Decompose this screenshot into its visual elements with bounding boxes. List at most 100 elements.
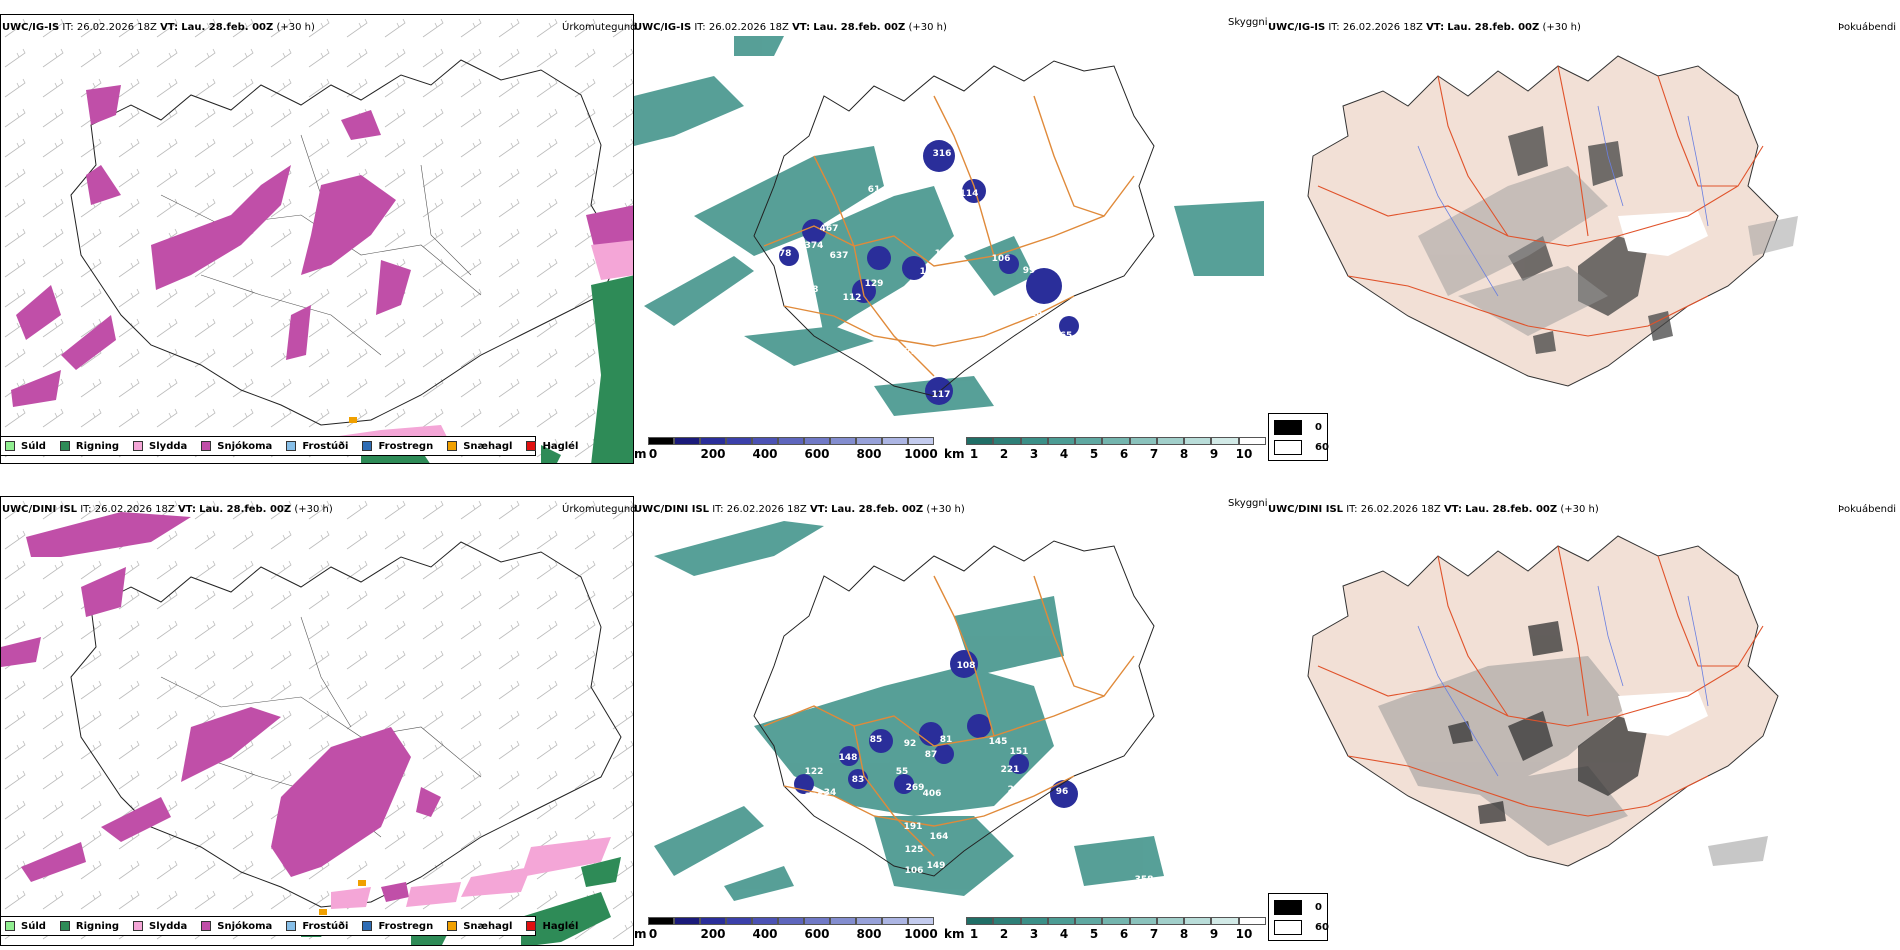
cloud-label: 106 — [992, 254, 1011, 264]
legend-swatch — [362, 921, 373, 931]
cloud-label: 105 — [920, 267, 939, 277]
visibility-tick: 10 — [1235, 447, 1253, 461]
legend-label: Rigning — [75, 920, 120, 932]
cloud-label: 108 — [957, 661, 976, 671]
colorbar-segment — [778, 917, 804, 925]
cloud-label: 56 — [1062, 810, 1075, 820]
visibility-colorbar-1: km 1 2 3 4 5 6 7 8 9 10 — [944, 437, 1266, 467]
legend-label: Snæhagl — [463, 440, 513, 452]
legend-swatch — [447, 921, 458, 931]
colorbar-segment — [778, 437, 804, 445]
cloud-label: 335 — [805, 792, 824, 802]
title-cloud-2: Skyggni — [1228, 498, 1268, 509]
cloud-label: 125 — [1222, 294, 1241, 304]
cloud-panel-1: 316 114 467 374 478 637 101 105 107 106 … — [634, 36, 1264, 436]
visibility-tick: 1 — [969, 447, 979, 461]
legend-item-7: Haglél — [526, 441, 578, 452]
legend-item-0: Súld — [5, 921, 46, 932]
colorbar-segment — [700, 917, 726, 925]
legend-item-6: Snæhagl — [447, 441, 512, 452]
visibility-unit-2: km — [944, 927, 965, 941]
fog-panel-2 — [1268, 516, 1900, 916]
precip-type-panel-2 — [0, 496, 634, 946]
cloud-label: 34 — [824, 788, 837, 798]
ceiling-tick: 600 — [804, 927, 830, 941]
visibility-colorbar-2: km 1 2 3 4 5 6 7 8 9 10 — [944, 917, 1266, 947]
header-precip-2: UWC/DINI ISL IT: 26.02.2026 18Z VT: Lau.… — [2, 504, 333, 515]
colorbar-segment — [908, 917, 934, 925]
precip-type-panel-1 — [0, 14, 634, 464]
cloud-map-1: 316 114 467 374 478 637 101 105 107 106 … — [634, 36, 1264, 416]
legend-swatch — [59, 921, 70, 931]
legend-label: Slydda — [149, 920, 188, 932]
title-fog-2: Þokuábendi — [1838, 504, 1897, 515]
fog-roads — [1317, 545, 1764, 817]
cloud-label: 125 — [905, 845, 924, 855]
cloud-label: 637 — [830, 251, 849, 261]
legend-label: Frostregn — [378, 920, 434, 932]
legend-item-4: Frostúði — [286, 441, 348, 452]
header-cloud-1: UWC/IG-IS IT: 26.02.2026 18Z VT: Lau. 28… — [634, 22, 947, 33]
colorbar-segment — [1075, 917, 1103, 925]
legend-label: Snæhagl — [463, 920, 513, 932]
legend-swatch — [362, 441, 373, 451]
cloud-label: 81 — [940, 735, 953, 745]
hail-spot — [319, 909, 327, 915]
fog-legend-low-swatch — [1274, 440, 1302, 455]
ceiling-bar-segments-2 — [648, 917, 934, 925]
cloud-label: 148 — [839, 753, 858, 763]
legend-swatch — [526, 441, 537, 451]
precip-legend-1: Súld Rigning Slydda Snjókoma Frostúði Frostre… — [0, 436, 578, 456]
cloud-label: 478 — [773, 249, 792, 259]
ceiling-tick: 1000 — [904, 447, 938, 461]
cloud-label: 129 — [865, 279, 884, 289]
visibility-tick: 7 — [1149, 927, 1159, 941]
cloud-label: 85 — [870, 735, 883, 745]
legend-item-2: Slydda — [133, 921, 187, 932]
colorbar-segment — [1075, 437, 1103, 445]
legend-swatch — [59, 441, 70, 451]
cloud-labels-1: 316 114 467 374 478 637 101 105 107 106 … — [773, 130, 1241, 400]
ceiling-tick: 800 — [856, 447, 882, 461]
legend-label: Snjókoma — [217, 920, 273, 932]
visibility-tick: 8 — [1179, 927, 1189, 941]
colorbar-segment — [1211, 437, 1239, 445]
colorbar-segment — [648, 437, 674, 445]
colorbar-segment — [1020, 437, 1048, 445]
legend-swatch — [133, 921, 144, 931]
legend-label: Frostúði — [302, 440, 349, 452]
visibility-tick: 9 — [1209, 447, 1219, 461]
visibility-tick: 1 — [969, 927, 979, 941]
colorbar-segment — [1156, 437, 1185, 445]
visibility-tick: 9 — [1209, 927, 1219, 941]
legend-item-3: Snjókoma — [201, 921, 272, 932]
colorbar-segment — [830, 437, 856, 445]
snow-areas — [1, 512, 441, 902]
colorbar-segment — [993, 917, 1021, 925]
visibility-areas — [634, 36, 1264, 416]
legend-item-4: Frostúði — [286, 921, 348, 932]
iceland-outline-2 — [753, 540, 1155, 877]
cloud-map-2: 108 85 92 81 87 145 151 148 122 83 55 22… — [654, 521, 1164, 901]
legend-swatch — [286, 441, 297, 451]
visibility-tick: 7 — [1149, 447, 1159, 461]
ceiling-tick: 200 — [700, 927, 726, 941]
cloud-label: 87 — [925, 750, 938, 760]
legend-label: Frostúði — [302, 920, 349, 932]
fog-legend-low-swatch — [1274, 920, 1302, 935]
precip-map-2 — [1, 497, 633, 945]
ceiling-tick: 0 — [648, 927, 658, 941]
fog-dense — [1448, 621, 1648, 824]
cloud-label: 55 — [896, 767, 909, 777]
legend-item-3: Snjókoma — [201, 441, 272, 452]
colorbar-segment — [726, 437, 752, 445]
legend-swatch — [5, 441, 15, 451]
fog-legend-high-label: 0 — [1315, 422, 1322, 433]
header-fog-2: UWC/DINI ISL IT: 26.02.2026 18Z VT: Lau.… — [1268, 504, 1599, 515]
ceiling-areas — [794, 650, 1078, 808]
colorbar-segment — [882, 917, 908, 925]
cloud-label: 149 — [927, 861, 946, 871]
ceiling-tick: 200 — [700, 447, 726, 461]
legend-item-0: Súld — [5, 441, 46, 452]
colorbar-segment — [648, 917, 674, 925]
